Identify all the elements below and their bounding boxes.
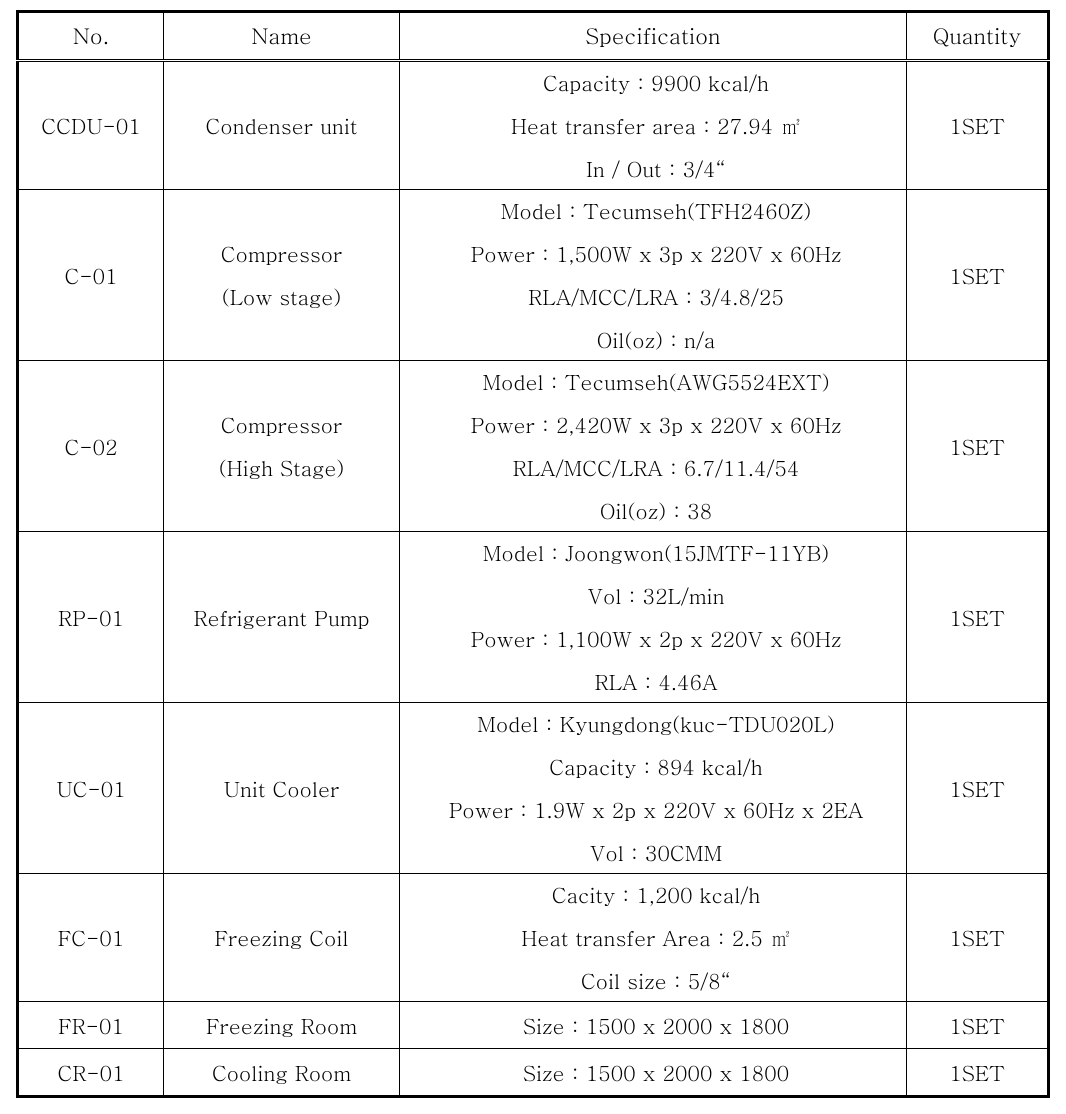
cell-name: Compressor (High Stage) [164, 361, 400, 532]
spec-line: Heat transfer Area : 2.5 ㎡ [412, 927, 900, 948]
spec-line: Oil(oz) : n/a [412, 329, 900, 350]
cell-qty: 1SET [907, 874, 1049, 1002]
cell-no: FR-01 [18, 1002, 164, 1049]
spec-line: Power : 2,420W x 3p x 220V x 60Hz [412, 414, 900, 435]
cell-name: Freezing Room [164, 1002, 400, 1049]
table-row: CCDU-01Condenser unitCapacity : 9900 kca… [18, 61, 1049, 190]
name-line: (High Stage) [219, 457, 345, 478]
cell-name: Condenser unit [164, 61, 400, 190]
spec-line: Vol : 32L/min [412, 585, 900, 606]
spec-line: RLA/MCC/LRA : 3/4.8/25 [412, 286, 900, 307]
cell-spec: Model : Joongwon(15JMTF-11YB) Vol : 32L/m… [400, 532, 907, 703]
col-no: No. [18, 12, 164, 61]
cell-no: CCDU-01 [18, 61, 164, 190]
specification-table: No. Name Specification Quantity CCDU-01C… [16, 10, 1050, 1098]
spec-line: Capacity : 9900 kcal/h [412, 72, 900, 93]
spec-line: Coil size : 5/8“ [412, 970, 900, 991]
cell-name: Freezing Coil [164, 874, 400, 1002]
spec-line: Oil(oz) : 38 [412, 500, 900, 521]
cell-spec: Size : 1500 x 2000 x 1800 [400, 1002, 907, 1049]
name-line: Compressor [221, 243, 343, 264]
spec-line: Capacity : 894 kcal/h [412, 756, 900, 777]
spec-line: Model : Joongwon(15JMTF-11YB) [412, 542, 900, 563]
cell-qty: 1SET [907, 1002, 1049, 1049]
table-row: RP-01Refrigerant PumpModel : Joongwon(15… [18, 532, 1049, 703]
cell-spec: Cacity : 1,200 kcal/h Heat transfer Area … [400, 874, 907, 1002]
cell-qty: 1SET [907, 532, 1049, 703]
spec-line: In / Out : 3/4“ [412, 158, 900, 179]
cell-spec: Model : Tecumseh(AWG5524EXT) Power : 2,42… [400, 361, 907, 532]
col-qty: Quantity [907, 12, 1049, 61]
name-line: (Low stage) [222, 286, 342, 307]
name-line: Compressor [221, 414, 343, 435]
cell-qty: 1SET [907, 190, 1049, 361]
spec-line: Model : Kyungdong(kuc-TDU020L) [412, 713, 900, 734]
cell-name: Unit Cooler [164, 703, 400, 874]
cell-qty: 1SET [907, 361, 1049, 532]
col-name: Name [164, 12, 400, 61]
cell-spec: Model : Kyungdong(kuc-TDU020L) Capacity :… [400, 703, 907, 874]
cell-no: UC-01 [18, 703, 164, 874]
spec-line: Vol : 30CMM [412, 842, 900, 863]
cell-name: Compressor (Low stage) [164, 190, 400, 361]
cell-qty: 1SET [907, 61, 1049, 190]
spec-line: Power : 1,500W x 3p x 220V x 60Hz [412, 243, 900, 264]
cell-qty: 1SET [907, 703, 1049, 874]
cell-no: RP-01 [18, 532, 164, 703]
spec-line: Power : 1.9W x 2p x 220V x 60Hz x 2EA [412, 799, 900, 820]
spec-line: Power : 1,100W x 2p x 220V x 60Hz [412, 628, 900, 649]
cell-spec: Capacity : 9900 kcal/h Heat transfer area… [400, 61, 907, 190]
cell-no: C-02 [18, 361, 164, 532]
spec-line: Cacity : 1,200 kcal/h [412, 884, 900, 905]
table-header-row: No. Name Specification Quantity [18, 12, 1049, 61]
table-row: C-01 Compressor (Low stage) Model : Tecumse… [18, 190, 1049, 361]
spec-line: Model : Tecumseh(AWG5524EXT) [412, 371, 900, 392]
cell-spec: Size : 1500 x 2000 x 1800 [400, 1049, 907, 1097]
spec-line: RLA/MCC/LRA : 6.7/11.4/54 [412, 457, 900, 478]
cell-qty: 1SET [907, 1049, 1049, 1097]
spec-line: Heat transfer area : 27.94 ㎡ [412, 115, 900, 136]
spec-line: Model : Tecumseh(TFH2460Z) [412, 200, 900, 221]
cell-no: C-01 [18, 190, 164, 361]
cell-no: CR-01 [18, 1049, 164, 1097]
cell-name: Cooling Room [164, 1049, 400, 1097]
cell-name: Refrigerant Pump [164, 532, 400, 703]
table-row: FC-01Freezing Coil Cacity : 1,200 kcal/h H… [18, 874, 1049, 1002]
col-spec: Specification [400, 12, 907, 61]
spec-line: Size : 1500 x 2000 x 1800 [412, 1015, 900, 1036]
spec-line: RLA : 4.46A [412, 671, 900, 692]
cell-spec: Model : Tecumseh(TFH2460Z) Power : 1,500W… [400, 190, 907, 361]
cell-no: FC-01 [18, 874, 164, 1002]
table-row: C-02 Compressor (High Stage) Model : Tecums… [18, 361, 1049, 532]
table-row: FR-01Freezing Room Size : 1500 x 2000 x 1… [18, 1002, 1049, 1049]
spec-line: Size : 1500 x 2000 x 1800 [412, 1062, 900, 1083]
table-row: UC-01Unit CoolerModel : Kyungdong(kuc-TD… [18, 703, 1049, 874]
table-row: CR-01Cooling Room Size : 1500 x 2000 x 18… [18, 1049, 1049, 1097]
